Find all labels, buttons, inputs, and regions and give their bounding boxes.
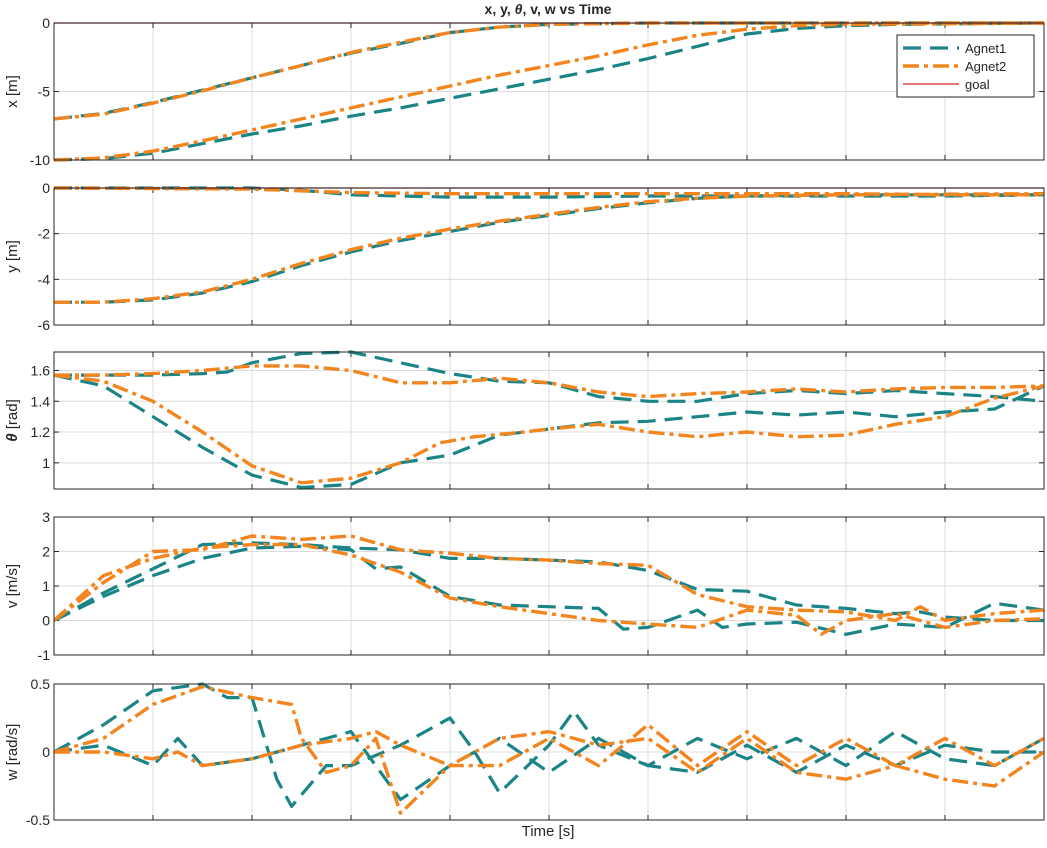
- axes-box: [53, 683, 1045, 821]
- y-axis-label: θ [rad]: [4, 399, 21, 442]
- series-line-agnet2: [54, 21, 1044, 162]
- series-line-agnet1: [54, 682, 1044, 808]
- title-part-theta: θ: [515, 1, 523, 17]
- series-line-agnet2: [54, 21, 1044, 121]
- y-tick-label: 1: [42, 455, 50, 471]
- series-line-agnet2: [54, 364, 1044, 399]
- y-tick-label: -1: [38, 647, 51, 663]
- series-line-agnet2: [54, 373, 1044, 485]
- y-tick-label: 1.2: [31, 424, 51, 440]
- series-line-agnet1: [54, 186, 1044, 199]
- y-tick-label: 0.5: [31, 676, 51, 692]
- y-tick-label: -10: [30, 152, 50, 168]
- legend-label-goal: goal: [965, 77, 990, 92]
- y-tick-label: 3: [42, 509, 50, 525]
- series-line-agnet1: [54, 730, 1044, 802]
- series-line-agnet2: [54, 534, 1044, 623]
- y-tick-label: 1: [42, 578, 50, 594]
- y-tick-label: -0.5: [26, 812, 50, 828]
- axes-box: [53, 22, 1045, 161]
- y-axis-label: w [rad/s]: [4, 724, 21, 782]
- y-tick-label: 0: [42, 744, 50, 760]
- panels-layer: 0-5-10x [m]0-2-4-6y [m]11.21.41.6θ [rad]…: [4, 15, 1045, 828]
- series-line-agnet2: [54, 192, 1044, 304]
- legend-label-agnet1: Agnet1: [965, 41, 1006, 56]
- y-tick-label: 0: [42, 180, 50, 196]
- series-line-agnet1: [54, 21, 1044, 162]
- y-tick-label: 2: [42, 544, 50, 560]
- y-axis-label-part: [rad]: [4, 399, 21, 433]
- y-axis-label: y [m]: [4, 240, 21, 273]
- series-line-agnet2: [54, 729, 1044, 788]
- y-axis-label-part: x [m]: [4, 75, 21, 108]
- axes-box: [53, 187, 1045, 326]
- panel-3: 1 1.2 1.4 1.6 θ [rad]: [4, 350, 1045, 490]
- legend: Agnet1 Agnet2 goal: [896, 34, 1035, 98]
- y-tick-label: 1.6: [31, 362, 51, 378]
- y-tick-label: -2: [38, 226, 51, 242]
- y-tick-label: -6: [38, 317, 51, 333]
- y-tick-label: 0: [42, 613, 50, 629]
- x-axis-label: Time [s]: [522, 823, 575, 840]
- title-part-2: , v, w vs Time: [522, 1, 611, 17]
- y-tick-label: -4: [38, 271, 51, 287]
- y-axis-label-part: θ: [4, 433, 21, 442]
- legend-box: [896, 34, 1035, 98]
- y-tick-label: 0: [42, 15, 50, 31]
- panel-5: 0.5 0 -0.5 w [rad/s]: [4, 676, 1045, 828]
- panel-4: 3 2 1 0 -1 v [m/s]: [4, 509, 1045, 663]
- series-line-agnet2: [54, 542, 1044, 636]
- panel-1: 0 -5 -10 x [m]: [4, 15, 1045, 168]
- axes-box: [53, 351, 1045, 490]
- series-line-agnet1: [54, 544, 1044, 636]
- figure-title: x, y, θ, v, w vs Time: [485, 1, 612, 17]
- y-axis-label-part: w [rad/s]: [4, 724, 21, 782]
- panel-2: 0 -2 -4 -6 y [m]: [4, 180, 1045, 333]
- y-tick-label: 1.4: [31, 393, 51, 409]
- y-axis-label-part: y [m]: [4, 240, 21, 273]
- axes-box: [53, 516, 1045, 656]
- legend-label-agnet2: Agnet2: [965, 59, 1006, 74]
- title-part-1: x, y,: [485, 1, 515, 17]
- y-axis-label-part: v [m/s]: [4, 564, 21, 608]
- y-axis-label: v [m/s]: [4, 564, 21, 608]
- y-axis-label: x [m]: [4, 75, 21, 108]
- y-tick-label: -5: [38, 84, 51, 100]
